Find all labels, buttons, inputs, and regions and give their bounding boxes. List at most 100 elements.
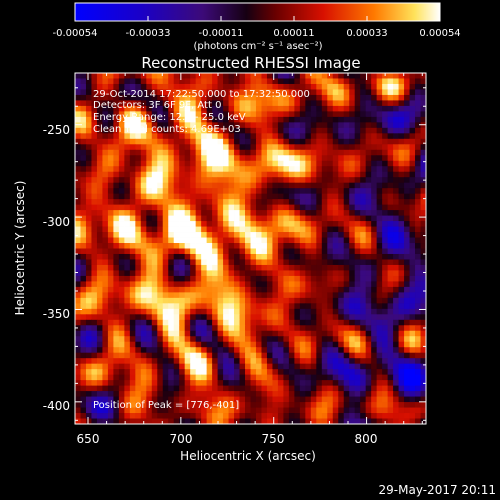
heatmap-cell xyxy=(212,259,218,266)
heatmap-cell xyxy=(113,314,120,321)
heatmap-cell xyxy=(349,78,356,85)
heatmap-cell xyxy=(338,237,345,244)
heatmap-cell xyxy=(146,308,153,315)
annotation-peak-position: Position of Peak = [776,-401] xyxy=(93,400,239,411)
heatmap-cell xyxy=(124,347,131,354)
heatmap-cell xyxy=(96,171,103,178)
heatmap-cell xyxy=(195,325,202,332)
heatmap-cell xyxy=(354,89,361,96)
heatmap-cell xyxy=(272,232,279,238)
heatmap-cell xyxy=(228,94,235,101)
heatmap-cell xyxy=(146,336,153,343)
heatmap-cell xyxy=(102,149,109,156)
heatmap-cell xyxy=(382,182,389,189)
footer-timestamp: 29-May-2017 20:11 xyxy=(379,483,496,497)
heatmap-cell xyxy=(294,391,301,397)
heatmap-cell xyxy=(135,297,142,304)
heatmap-cell xyxy=(415,144,421,151)
heatmap-cell xyxy=(409,292,416,299)
heatmap-cell xyxy=(338,73,345,79)
heatmap-cell xyxy=(332,111,339,118)
heatmap-cell xyxy=(288,369,295,376)
heatmap-cell xyxy=(107,73,114,79)
heatmap-cell xyxy=(124,374,131,381)
heatmap-cell xyxy=(201,407,208,414)
heatmap-cell xyxy=(393,308,399,315)
heatmap-cell xyxy=(338,297,345,304)
heatmap-cell xyxy=(398,210,405,216)
heatmap-cell xyxy=(343,418,350,424)
heatmap-cell xyxy=(283,402,290,408)
heatmap-cell xyxy=(288,144,295,151)
heatmap-cell xyxy=(85,319,92,326)
heatmap-cell xyxy=(102,270,109,277)
heatmap-cell xyxy=(299,341,306,348)
heatmap-cell xyxy=(360,149,367,156)
heatmap-cell xyxy=(190,105,197,112)
heatmap-cell xyxy=(75,297,81,304)
heatmap-cell xyxy=(288,363,295,370)
heatmap-cell xyxy=(135,281,142,288)
heatmap-cell xyxy=(124,341,131,348)
heatmap-cell xyxy=(217,188,224,195)
heatmap-cell xyxy=(184,94,191,101)
heatmap-cell xyxy=(102,232,109,238)
heatmap-cell xyxy=(393,78,399,85)
heatmap-cell xyxy=(409,402,416,408)
heatmap-cell xyxy=(113,144,120,151)
heatmap-cell xyxy=(212,292,218,299)
heatmap-cell xyxy=(184,243,191,249)
heatmap-cell xyxy=(398,89,405,96)
heatmap-cell xyxy=(365,275,372,282)
heatmap-cell xyxy=(332,116,339,123)
heatmap-cell xyxy=(146,270,153,277)
heatmap-cell xyxy=(124,275,131,282)
heatmap-cell xyxy=(316,286,323,293)
heatmap-cell xyxy=(80,286,87,293)
heatmap-cell xyxy=(195,177,202,184)
heatmap-cell xyxy=(409,330,416,337)
heatmap-cell xyxy=(398,330,405,337)
heatmap-cell xyxy=(332,188,339,195)
heatmap-cell xyxy=(135,347,142,354)
heatmap-cell xyxy=(409,352,416,359)
heatmap-cell xyxy=(387,275,394,282)
heatmap-cell xyxy=(261,336,268,343)
heatmap-cell xyxy=(409,413,416,419)
heatmap-cell xyxy=(118,193,125,200)
heatmap-cell xyxy=(80,352,87,359)
heatmap-cell xyxy=(212,314,218,321)
heatmap-cell xyxy=(234,210,240,216)
heatmap-cell xyxy=(371,226,378,233)
heatmap-cell xyxy=(190,215,197,222)
heatmap-cell xyxy=(305,232,312,238)
heatmap-cell xyxy=(212,232,218,238)
heatmap-cell xyxy=(234,281,240,288)
heatmap-cell xyxy=(75,73,81,79)
heatmap-cell xyxy=(294,259,301,266)
heatmap-cell xyxy=(371,358,378,365)
heatmap-cell xyxy=(255,352,262,359)
heatmap-cell xyxy=(327,264,334,271)
heatmap-cell xyxy=(343,105,350,112)
heatmap-cell xyxy=(376,166,383,173)
heatmap-cell xyxy=(140,221,147,227)
heatmap-cell xyxy=(107,259,114,266)
heatmap-cell xyxy=(338,155,345,162)
heatmap-cell xyxy=(91,374,98,381)
heatmap-cell xyxy=(151,83,158,90)
heatmap-cell xyxy=(75,116,81,123)
heatmap-cell xyxy=(365,391,372,397)
heatmap-cell xyxy=(223,177,229,184)
heatmap-cell xyxy=(382,358,389,365)
heatmap-cell xyxy=(371,221,378,227)
heatmap-cell xyxy=(316,177,323,184)
colorbar-tick-label-0: -0.00054 xyxy=(53,28,98,39)
heatmap-cell xyxy=(332,275,339,282)
heatmap-cell xyxy=(80,319,87,326)
heatmap-cell xyxy=(283,319,290,326)
heatmap-cell xyxy=(75,100,81,107)
heatmap-cell xyxy=(283,347,290,354)
heatmap-cell xyxy=(217,358,224,365)
heatmap-cell xyxy=(173,160,180,167)
